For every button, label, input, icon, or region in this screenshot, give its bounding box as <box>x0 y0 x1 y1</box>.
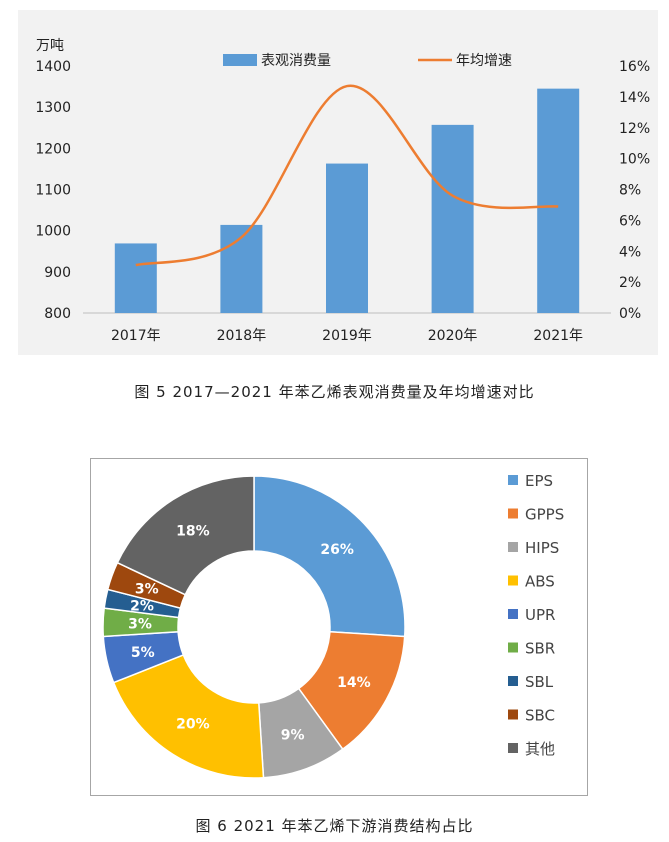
slice-value-label: 20% <box>176 716 210 732</box>
bar-2018年 <box>220 224 263 313</box>
donut-legend: EPS GPPS HIPS ABS UPR SBR SBL SBC 其他 <box>508 472 564 758</box>
slice-value-label: 14% <box>337 675 371 691</box>
legend-swatch <box>508 508 518 519</box>
right-tick-label: 2% <box>619 275 641 291</box>
downstream-structure-donut-chart: 26%14%9%20%5%3%2%3%18% EPSGPPSHIPSABSUPR… <box>90 458 588 796</box>
slice-value-label: 18% <box>176 524 210 540</box>
right-tick-label: 16% <box>619 59 650 75</box>
left-tick-label: 1400 <box>35 59 71 75</box>
legend-label: HIPS <box>525 539 559 557</box>
legend-swatch <box>508 542 518 552</box>
legend-swatch <box>508 475 518 485</box>
right-axis-ticks: 0% 2% 4% 6% 8% 10% 12% 14% 16% <box>619 59 650 322</box>
bar-2017年 <box>114 243 157 313</box>
legend-label: GPPS <box>525 506 564 524</box>
x-axis-labels: 2017年 2018年 2019年 2020年 2021年 <box>111 328 583 344</box>
legend-swatch <box>508 575 518 586</box>
slice-value-label: 9% <box>281 727 305 743</box>
legend-label: ABS <box>525 573 555 591</box>
legend-swatch <box>508 743 518 753</box>
slice-value-label: 3% <box>128 616 152 632</box>
growth-line <box>135 84 559 267</box>
legend-label: UPR <box>525 606 555 624</box>
x-tick-label: 2021年 <box>533 328 583 344</box>
left-tick-label: 1300 <box>35 100 71 116</box>
legend-label: 其他 <box>525 740 555 758</box>
legend-swatch-bar <box>223 54 257 66</box>
legend-label: SBL <box>525 673 554 691</box>
right-tick-label: 10% <box>619 152 650 168</box>
left-tick-label: 1000 <box>35 224 71 240</box>
growth-line-path <box>135 84 559 267</box>
slice-ABS <box>112 654 265 779</box>
legend-swatch <box>508 676 518 686</box>
legend-label: SBR <box>525 640 555 658</box>
bar-2021年 <box>537 88 580 314</box>
legend-label-line: 年均增速 <box>456 53 512 69</box>
bar-2019年 <box>326 163 368 313</box>
consumption-bars <box>114 88 580 314</box>
legend-label: SBC <box>525 707 555 725</box>
left-tick-label: 1100 <box>35 183 71 199</box>
right-tick-label: 12% <box>619 121 650 137</box>
right-tick-label: 14% <box>619 90 650 106</box>
figure5-caption: 图 5 2017—2021 年苯乙烯表观消费量及年均增速对比 <box>134 383 535 401</box>
slice-value-label: 5% <box>131 645 155 661</box>
left-tick-label: 900 <box>44 265 71 281</box>
legend-swatch <box>508 609 518 619</box>
right-tick-label: 6% <box>619 213 641 229</box>
left-tick-label: 1200 <box>35 141 71 157</box>
donut-value-labels: 26%14%9%20%5%3%2%3%18% <box>128 524 370 744</box>
legend-label-bar: 表观消费量 <box>261 53 331 69</box>
legend-swatch <box>508 642 518 653</box>
legend-label: EPS <box>525 472 553 490</box>
legend-swatch <box>508 709 518 720</box>
slice-value-label: 2% <box>130 599 154 615</box>
donut-slices <box>102 475 406 779</box>
slice-EPS <box>253 475 406 638</box>
slice-value-label: 3% <box>135 581 159 597</box>
consumption-growth-chart: 万吨 表观消费量 年均增速 80090010001100120013001400 … <box>18 10 658 355</box>
slice-其他 <box>116 475 255 596</box>
right-tick-label: 8% <box>619 183 641 199</box>
x-tick-label: 2017年 <box>111 328 161 344</box>
chart-legend: 表观消费量 年均增速 <box>223 53 512 69</box>
left-tick-label: 800 <box>44 306 71 322</box>
x-tick-label: 2020年 <box>428 328 478 344</box>
figure6-caption: 图 6 2021 年苯乙烯下游消费结构占比 <box>195 817 474 835</box>
y-axis-label: 万吨 <box>36 38 64 54</box>
right-tick-label: 0% <box>619 306 641 322</box>
right-tick-label: 4% <box>619 244 641 260</box>
bar-2020年 <box>431 124 474 313</box>
slice-value-label: 26% <box>320 542 354 558</box>
x-tick-label: 2019年 <box>322 328 372 344</box>
left-axis-ticks: 800 900 1000 1100 1200 1300 1400 <box>35 59 71 322</box>
x-tick-label: 2018年 <box>217 328 267 344</box>
